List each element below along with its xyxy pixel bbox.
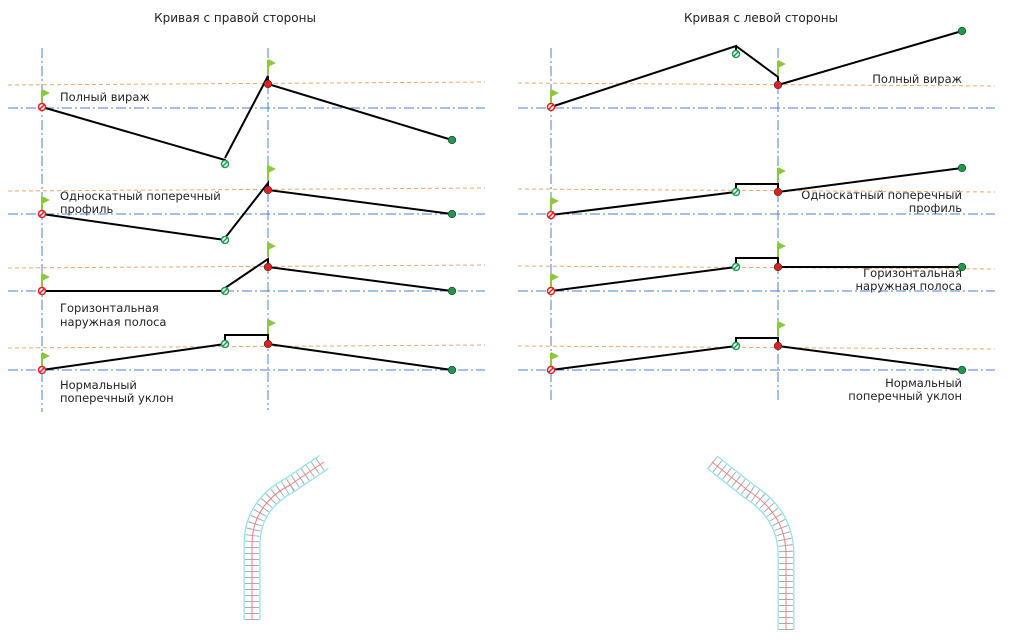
right-panel-title: Кривая с левой стороны (684, 11, 838, 25)
flag-icon (551, 89, 559, 97)
label-normal-crown-left-2: поперечный уклон (60, 391, 174, 405)
flag-icon (42, 89, 50, 97)
flag-icon (551, 197, 559, 205)
flag-icon (778, 60, 786, 68)
station-marker (773, 187, 783, 197)
flag-icon (268, 59, 276, 67)
profile-line (550, 337, 963, 371)
station-marker (263, 339, 273, 349)
profile-line (550, 44, 737, 108)
label-one-slope-left-2: профиль (60, 202, 114, 216)
flag-icon (778, 321, 786, 329)
transition-marker (732, 50, 740, 58)
flag-icon (268, 319, 276, 327)
flag-icon (551, 352, 559, 360)
label-full-superelevation-left: Полный вираж (60, 90, 150, 104)
left-panel-title: Кривая с правой стороны (154, 11, 316, 25)
profile-line (224, 257, 453, 292)
start-marker (38, 210, 46, 218)
flag-icon (42, 352, 50, 360)
profile-line (550, 257, 962, 292)
station-marker (773, 80, 783, 90)
transition-marker (732, 188, 740, 196)
end-marker (447, 286, 457, 296)
reference-line (7, 264, 486, 269)
profile-line (550, 167, 963, 216)
road-plan-left-curve-centerline (711, 461, 787, 630)
label-horizontal-outer-right: Горизонтальная (863, 266, 962, 280)
transition-marker (221, 287, 229, 295)
flag-icon (551, 273, 559, 281)
road-plan-right-curve-centerline (251, 461, 325, 620)
reference-line (517, 345, 996, 350)
end-marker (957, 26, 967, 36)
station-marker (263, 262, 273, 272)
profile-line (224, 180, 453, 239)
label-one-slope-right: Односкатный поперечный (801, 188, 962, 202)
start-marker (547, 211, 555, 219)
reference-line (7, 344, 486, 349)
transition-marker (221, 340, 229, 348)
station-marker (263, 185, 273, 195)
start-marker (547, 366, 555, 374)
label-normal-crown-left: Нормальный (60, 378, 137, 392)
profile-line (41, 334, 453, 371)
transition-marker (221, 160, 229, 168)
profile-line (41, 106, 226, 164)
flag-icon (268, 242, 276, 250)
start-marker (547, 287, 555, 295)
start-marker (38, 103, 46, 111)
profile-line (224, 75, 453, 159)
station-marker (263, 79, 273, 89)
profile-line (41, 213, 226, 241)
flag-icon (42, 196, 50, 204)
label-normal-crown-right: Нормальный (885, 376, 962, 390)
end-marker (957, 262, 967, 272)
flag-icon (268, 165, 276, 173)
end-marker (447, 209, 457, 219)
end-marker (957, 163, 967, 173)
flag-icon (778, 167, 786, 175)
transition-marker (732, 342, 740, 350)
reference-line (517, 82, 996, 87)
start-marker (38, 287, 46, 295)
flag-icon (42, 273, 50, 281)
station-marker (773, 341, 783, 351)
end-marker (447, 365, 457, 375)
reference-line (7, 187, 486, 192)
reference-line (7, 81, 486, 86)
end-marker (447, 135, 457, 145)
flag-icon (778, 242, 786, 250)
transition-marker (221, 236, 229, 244)
label-one-slope-right-2: профиль (909, 201, 963, 215)
start-marker (547, 103, 555, 111)
transition-marker (732, 263, 740, 271)
road-plan-left-curve (707, 456, 794, 630)
label-normal-crown-right-2: поперечный уклон (848, 389, 962, 403)
label-horizontal-outer-right-2: наружная полоса (856, 279, 962, 293)
station-marker (773, 262, 783, 272)
reference-line (517, 188, 996, 193)
start-marker (38, 366, 46, 374)
label-horizontal-outer-left: Горизонтальная (60, 301, 159, 315)
label-one-slope-left: Односкатный поперечный (60, 189, 221, 203)
label-horizontal-outer-left-2: наружная полоса (60, 315, 166, 329)
reference-line (517, 265, 996, 270)
label-full-superelevation-right: Полный вираж (872, 72, 962, 86)
end-marker (957, 365, 967, 375)
